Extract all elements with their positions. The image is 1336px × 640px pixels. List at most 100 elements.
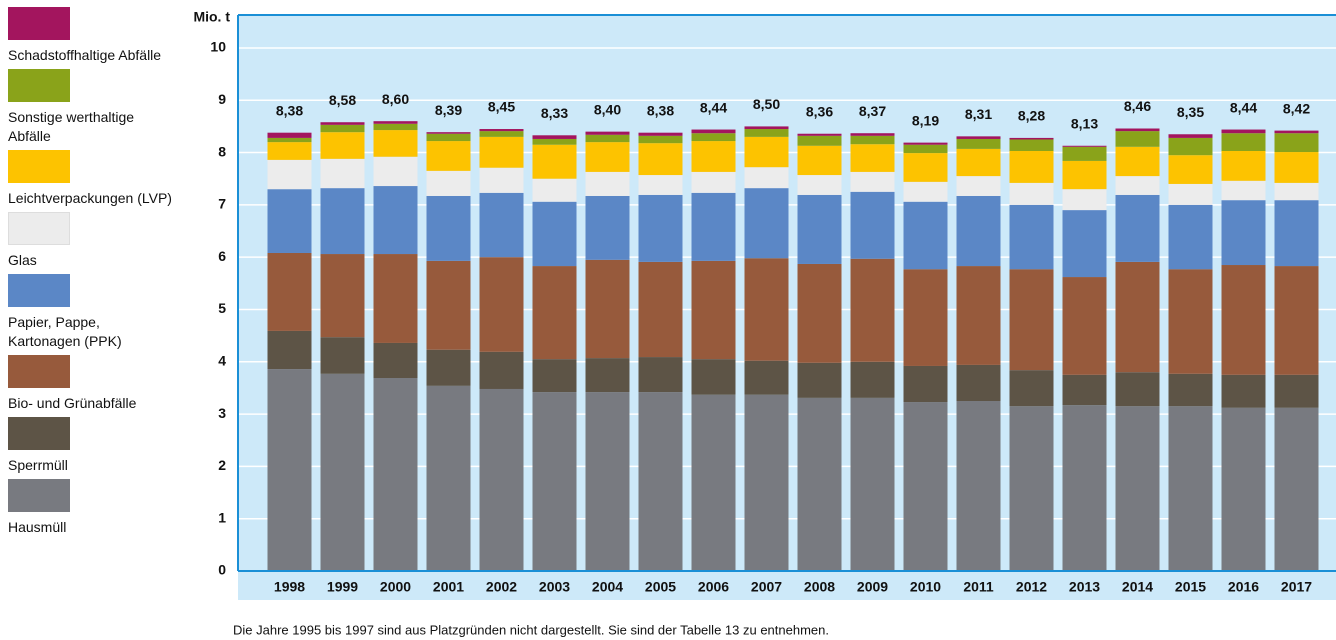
bar-segment <box>956 195 1001 267</box>
bar-segment <box>638 357 683 393</box>
bar-segment <box>903 269 948 366</box>
bar-segment <box>1115 176 1160 195</box>
legend: Schadstoffhaltige Abfälle Sonstige wertha… <box>8 7 173 541</box>
legend-swatch <box>8 150 70 183</box>
legend-item: Sonstige werthaltige Abfälle <box>8 69 173 146</box>
bar-segment <box>1221 265 1266 375</box>
bar-segment <box>373 130 418 157</box>
total-label: 8,33 <box>541 105 568 121</box>
bar-segment <box>585 392 630 571</box>
x-tick-label: 2015 <box>1175 579 1206 595</box>
bar-segment <box>267 137 312 143</box>
bar-segment <box>691 129 736 134</box>
bar-segment <box>1221 129 1266 134</box>
y-tick-label: 5 <box>218 300 226 316</box>
x-tick-label: 2003 <box>539 579 570 595</box>
bar-segment <box>691 171 736 193</box>
bar-segment <box>956 364 1001 402</box>
bar-segment <box>1274 130 1319 134</box>
bar-segment <box>532 359 577 393</box>
bar-segment <box>691 192 736 261</box>
legend-swatch <box>8 69 70 102</box>
bar-segment <box>850 191 895 259</box>
total-label: 8,44 <box>1230 99 1257 115</box>
legend-label: Sonstige werthaltige Abfälle <box>8 109 135 144</box>
bar-segment <box>797 175 842 195</box>
bar-segment <box>638 194 683 262</box>
bar-segment <box>850 144 895 172</box>
bar-segment <box>426 260 471 350</box>
bar-segment <box>267 330 312 370</box>
y-tick-label: 7 <box>218 196 226 212</box>
bar-segment <box>1062 160 1107 190</box>
bar-segment <box>532 201 577 267</box>
bar-segment <box>797 194 842 264</box>
x-tick-label: 2008 <box>804 579 835 595</box>
bar-segment <box>426 141 471 171</box>
legend-swatch <box>8 7 70 40</box>
bar-segment <box>320 124 365 133</box>
legend-item: Sperrmüll <box>8 417 173 475</box>
legend-label: Bio- und Grünabfälle <box>8 395 137 411</box>
bar-segment <box>320 373 365 571</box>
bar-segment <box>373 186 418 255</box>
x-tick-label: 2000 <box>380 579 411 595</box>
x-tick-label: 2010 <box>910 579 941 595</box>
bar-segment <box>320 337 365 374</box>
bar-segment <box>1115 146 1160 177</box>
bar-segment <box>1115 261 1160 373</box>
bar-segment <box>638 261 683 358</box>
x-tick-label: 1998 <box>274 579 305 595</box>
total-label: 8,45 <box>488 99 515 115</box>
bar-segment <box>585 134 630 143</box>
bar-segment <box>426 195 471 261</box>
legend-item: Leichtverpackungen (LVP) <box>8 150 173 208</box>
x-tick-label: 2004 <box>592 579 623 595</box>
bar-segment <box>1009 204 1054 270</box>
bar-segment <box>797 133 842 136</box>
bar-segment <box>850 135 895 145</box>
bar-segment <box>479 351 524 389</box>
bar-segment <box>1221 374 1266 408</box>
x-tick-label: 2012 <box>1016 579 1047 595</box>
y-tick-label: 8 <box>218 143 226 159</box>
total-label: 8,31 <box>965 106 992 122</box>
bar-segment <box>638 143 683 176</box>
bar-segment <box>850 361 895 398</box>
bar-segment <box>1009 406 1054 571</box>
y-tick-label: 1 <box>218 509 226 525</box>
bar-segment <box>1274 407 1319 571</box>
legend-swatch <box>8 417 70 450</box>
x-tick-label: 2007 <box>751 579 782 595</box>
legend-swatch <box>8 274 70 307</box>
bar-segment <box>903 181 948 202</box>
legend-label: Hausmüll <box>8 519 67 535</box>
bar-segment <box>479 129 524 132</box>
bar-segment <box>373 123 418 131</box>
total-label: 8,50 <box>753 96 780 112</box>
legend-item: Glas <box>8 212 173 270</box>
bar-segment <box>744 129 789 137</box>
bar-segment <box>1221 407 1266 571</box>
bar-segment <box>267 252 312 331</box>
bar-segment <box>532 138 577 145</box>
bar-segment <box>1274 133 1319 153</box>
legend-label: Schadstoffhaltige Abfälle <box>8 47 162 63</box>
bar-segment <box>585 142 630 172</box>
total-label: 8,38 <box>647 102 674 118</box>
bar-segment <box>532 178 577 202</box>
bar-segment <box>638 132 683 136</box>
bar-segment <box>797 397 842 571</box>
bar-segment <box>426 133 471 142</box>
bar-segment <box>1062 210 1107 278</box>
bar-segment <box>1062 374 1107 406</box>
bar-segment <box>320 158 365 189</box>
bar-segment <box>479 167 524 193</box>
bar-segment <box>638 175 683 195</box>
bar-segment <box>744 136 789 168</box>
x-tick-label: 2006 <box>698 579 729 595</box>
bar-segment <box>1062 405 1107 571</box>
legend-item: Hausmüll <box>8 479 173 537</box>
x-tick-label: 2017 <box>1281 579 1312 595</box>
